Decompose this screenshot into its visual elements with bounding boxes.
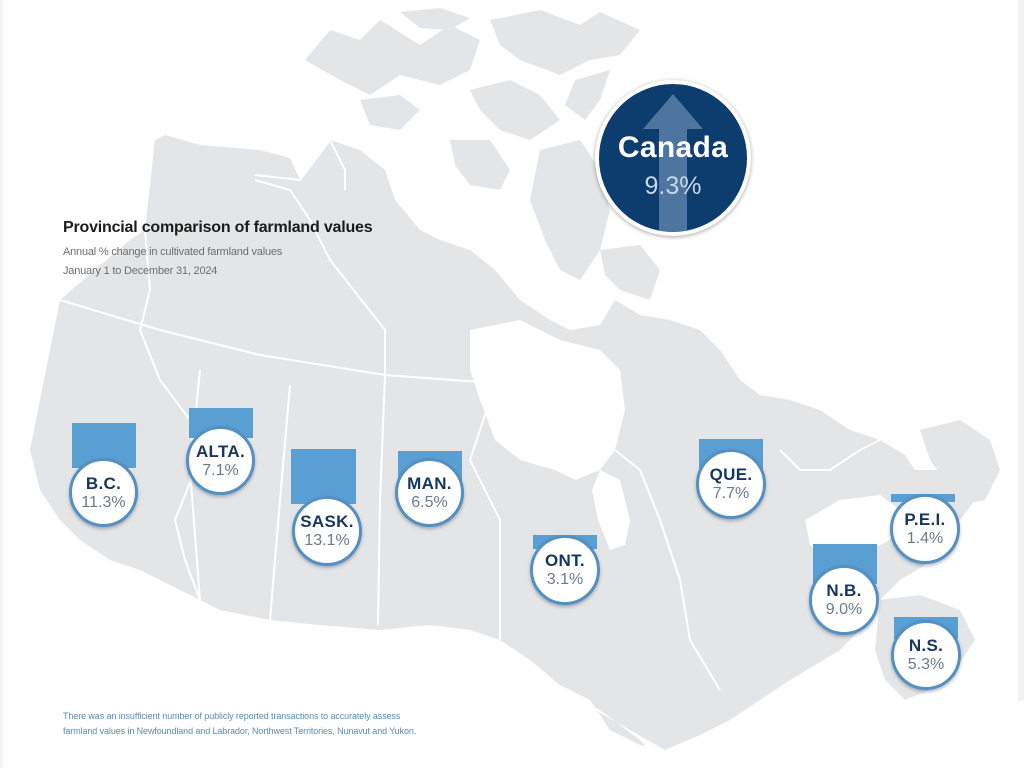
que-badge: QUE. 7.7% [696, 449, 766, 519]
title-block: Provincial comparison of farmland values… [63, 219, 373, 281]
left-edge [0, 0, 3, 768]
province-value: 1.4% [906, 530, 944, 547]
province-abbr: MAN. [407, 473, 452, 493]
national-label: Canada [617, 131, 729, 164]
province-value: 7.1% [202, 461, 239, 479]
province-value: 3.1% [546, 571, 584, 588]
province-abbr: ALTA. [195, 441, 246, 461]
province-value: 6.5% [411, 493, 448, 511]
province-value: 7.7% [712, 485, 750, 502]
chart-title: Provincial comparison of farmland values [63, 219, 373, 236]
province-value: 5.3% [907, 656, 945, 673]
national-value: 9.3% [644, 172, 702, 200]
up-arrow-icon [643, 94, 703, 232]
province-value: 9.0% [825, 601, 863, 618]
date-range: January 1 to December 31, 2024 [63, 265, 218, 277]
footnote-line-2: farmland values in Newfoundland and Labr… [63, 726, 417, 736]
province-value: 11.3% [81, 493, 126, 511]
footnote: There was an insufficient number of publ… [63, 709, 543, 739]
province-abbr: B.C. [85, 473, 122, 493]
bc-badge: B.C. 11.3% [69, 458, 138, 527]
province-abbr: QUE. [709, 465, 753, 484]
ns-badge: N.S. 5.3% [891, 620, 961, 690]
chart-subtitle: Annual % change in cultivated farmland v… [63, 246, 283, 258]
national-badge: Canada 9.3% [595, 80, 751, 236]
alta-badge: ALTA. 7.1% [186, 426, 255, 495]
footnote-line-1: There was an insufficient number of publ… [63, 711, 401, 721]
nb-badge: N.B. 9.0% [809, 565, 879, 635]
right-edge [1018, 0, 1024, 768]
province-abbr: N.S. [908, 636, 944, 655]
province-abbr: SASK. [300, 512, 354, 531]
sask-bar [291, 449, 356, 504]
sask-badge: SASK. 13.1% [292, 496, 362, 566]
pei-badge: P.E.I. 1.4% [890, 494, 960, 564]
province-abbr: N.B. [826, 581, 862, 600]
ont-badge: ONT. 3.1% [530, 535, 600, 605]
province-value: 13.1% [304, 532, 350, 549]
man-badge: MAN. 6.5% [395, 458, 464, 527]
province-abbr: ONT. [545, 551, 585, 570]
province-abbr: P.E.I. [904, 510, 946, 529]
